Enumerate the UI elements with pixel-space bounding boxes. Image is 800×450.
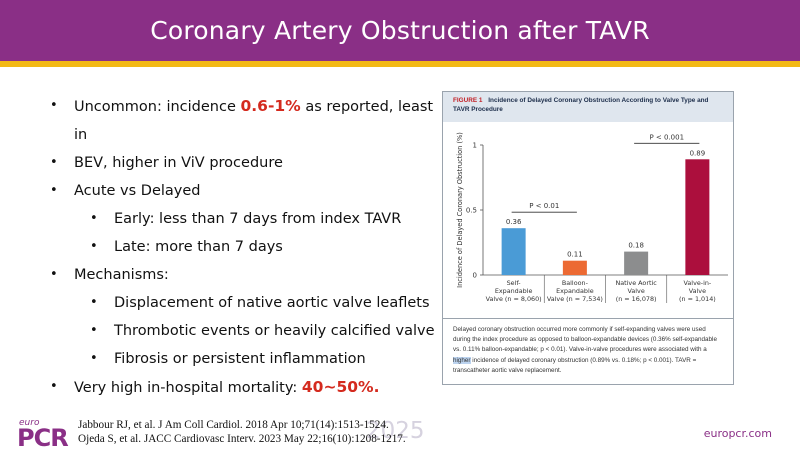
bullet-incidence: Uncommon: incidence 0.6-1% as reported, … (50, 92, 440, 149)
site-url: europcr.com (703, 427, 772, 440)
category-label: Valve (n = 7,534) (547, 295, 603, 303)
bullet-text: Mechanisms: (74, 267, 169, 283)
bullet-mortality: Very high in-hospital mortality: 40~50%. (50, 373, 440, 402)
title-bar: Coronary Artery Obstruction after TAVR (0, 0, 800, 61)
subbullet-displacement: Displacement of native aortic valve leaf… (50, 289, 440, 317)
bullet-list: Uncommon: incidence 0.6-1% as reported, … (50, 92, 440, 402)
bullet-continuation: BEV, higher in ViV procedure (50, 149, 440, 177)
subbullet-late: Late: more than 7 days (50, 233, 440, 261)
category-label: (n = 1,014) (679, 295, 716, 303)
category-label: Valve-in- (684, 279, 712, 287)
slide-title: Coronary Artery Obstruction after TAVR (150, 16, 650, 45)
category-label: Valve (689, 287, 706, 295)
bullet-text: BEV, higher in ViV procedure (74, 155, 283, 171)
y-tick-label: 1 (473, 142, 477, 150)
year-watermark: 2025 (366, 418, 425, 444)
significance-label: P < 0.01 (529, 202, 559, 210)
figure-label: FIGURE 1 (453, 97, 483, 104)
references: Jabbour RJ, et al. J Am Coll Cardiol. 20… (78, 418, 406, 446)
bar-chart: 0 0.5 1 Incidence of Delayed Coronary Obstr… (456, 132, 728, 303)
bullet-text: Displacement of native aortic valve leaf… (114, 295, 430, 311)
figure-panel: FIGURE 1 Incidence of Delayed Coronary O… (442, 91, 734, 385)
caption-text: Delayed coronary obstruction occurred mo… (453, 326, 717, 354)
category-label: Valve (n = 8,060) (486, 295, 542, 303)
bullet-text: Uncommon: incidence (74, 99, 236, 115)
category-label: Valve (627, 287, 644, 295)
bar-value-label: 0.89 (690, 149, 706, 157)
y-tick-label: 0 (473, 272, 477, 280)
caption-text: incidence of delayed coronary obstructio… (453, 356, 697, 374)
bullet-acute-delayed: Acute vs Delayed (50, 177, 440, 205)
subbullet-thrombotic: Thrombotic events or heavily calcified v… (50, 317, 440, 345)
logo-euro: euro (19, 418, 40, 428)
highlight-mortality: 40~50% (301, 378, 374, 396)
bullet-text: as reported, least in (74, 99, 434, 143)
figure-header: FIGURE 1 Incidence of Delayed Coronary O… (443, 92, 733, 122)
category-label: Expandable (556, 287, 594, 295)
category-label: Self- (507, 279, 521, 287)
bar (562, 260, 587, 275)
bar (685, 159, 710, 275)
bar-value-label: 0.11 (567, 251, 583, 259)
bar (501, 228, 526, 275)
bar-value-label: 0.36 (506, 218, 522, 226)
reference-1: Jabbour RJ, et al. J Am Coll Cardiol. 20… (78, 419, 389, 431)
europcr-logo: euro PCR (17, 418, 77, 450)
bullet-text: Early: less than 7 days from index TAVR (114, 211, 402, 227)
bullet-mechanisms: Mechanisms: (50, 261, 440, 289)
figure-caption: Delayed coronary obstruction occurred mo… (443, 318, 733, 384)
bullet-text: Very high in-hospital mortality: (74, 380, 298, 396)
title-stripe (0, 61, 800, 67)
category-label: (n = 16,078) (616, 295, 657, 303)
bullet-text: Acute vs Delayed (74, 183, 201, 199)
caption-highlight: higher (453, 356, 471, 364)
reference-2: Ojeda S, et al. JACC Cardiovasc Interv. … (78, 433, 406, 445)
mortality-period: . (373, 378, 380, 396)
bullet-text: Thrombotic events or heavily calcified v… (114, 323, 435, 339)
logo-pcr: PCR (17, 424, 69, 450)
bullet-text: Fibrosis or persistent inflammation (114, 351, 366, 367)
category-label: Native Aortic (615, 279, 657, 287)
y-axis-label: Incidence of Delayed Coronary Obstructio… (456, 132, 464, 288)
category-label: Expandable (495, 287, 533, 295)
bullet-text: Late: more than 7 days (114, 239, 283, 255)
category-label: Balloon- (562, 279, 588, 287)
significance-label: P < 0.001 (649, 133, 684, 141)
subbullet-fibrosis: Fibrosis or persistent inflammation (50, 345, 440, 373)
subbullet-early: Early: less than 7 days from index TAVR (50, 205, 440, 233)
y-tick-label: 0.5 (466, 207, 477, 215)
bar-value-label: 0.18 (628, 242, 644, 250)
bar (624, 251, 649, 275)
figure-title: Incidence of Delayed Coronary Obstructio… (453, 97, 709, 113)
highlight-incidence: 0.6-1% (240, 97, 301, 115)
